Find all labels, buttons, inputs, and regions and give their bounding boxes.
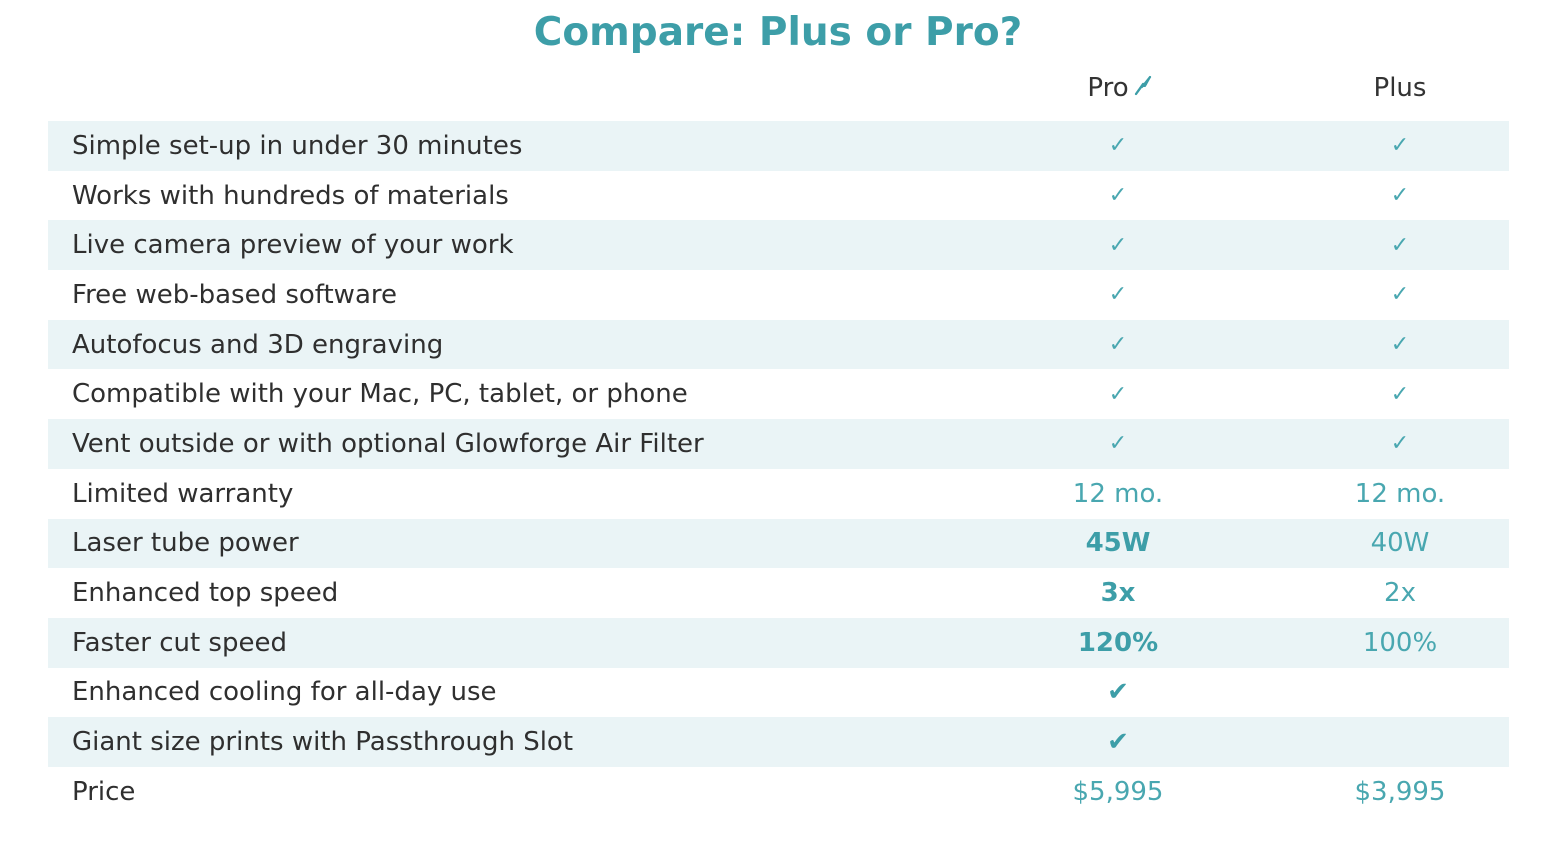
table-row: Limited warranty 12 mo. 12 mo. <box>48 469 1509 519</box>
pro-check-icon: ✓ <box>1108 183 1128 209</box>
table-row: Live camera preview of your work ✓ ✓ <box>48 220 1509 271</box>
feature-label: Laser tube power <box>72 528 299 559</box>
table-row: Autofocus and 3D engraving ✓ ✓ <box>48 319 1509 370</box>
table-row: Price $5,995 $3,995 <box>48 767 1509 817</box>
table-row: Enhanced top speed 3x 2x <box>48 568 1509 618</box>
comparison-table: Simple set-up in under 30 minutes ✓ ✓ Works… <box>48 121 1509 817</box>
table-row: Laser tube power 45W 40W <box>48 518 1509 569</box>
plus-value: 12 mo. <box>1354 478 1446 509</box>
pro-value: $5,995 <box>1072 776 1164 807</box>
feature-label: Price <box>72 776 136 807</box>
plus-check-icon: ✓ <box>1390 133 1410 159</box>
pro-value: 45W <box>1085 528 1151 559</box>
plus-check-icon: ✓ <box>1390 431 1410 457</box>
pro-check-icon: ✓ <box>1108 232 1128 258</box>
pro-check-icon: ✓ <box>1108 381 1128 407</box>
pro-value: 3x <box>1100 578 1136 609</box>
lightning-bolt-icon <box>1133 73 1153 103</box>
feature-label: Limited warranty <box>72 478 294 509</box>
feature-label: Faster cut speed <box>72 627 287 658</box>
table-row: Faster cut speed 120% 100% <box>48 617 1509 668</box>
pro-check-icon: ✓ <box>1108 431 1128 457</box>
feature-label: Giant size prints with Passthrough Slot <box>72 727 574 758</box>
table-row: Giant size prints with Passthrough Slot ✔ <box>48 717 1509 767</box>
plus-check-icon: ✓ <box>1390 183 1410 209</box>
feature-label: Autofocus and 3D engraving <box>72 329 444 360</box>
feature-label: Enhanced cooling for all-day use <box>72 677 497 708</box>
pro-check-icon: ✔ <box>1107 677 1129 708</box>
table-row: Simple set-up in under 30 minutes ✓ ✓ <box>48 121 1509 171</box>
column-header-pro: Pro <box>1040 70 1200 106</box>
table-row: Works with hundreds of materials ✓ ✓ <box>48 171 1509 221</box>
feature-label: Simple set-up in under 30 minutes <box>72 130 523 161</box>
plus-check-icon: ✓ <box>1390 232 1410 258</box>
plus-check-icon: ✓ <box>1390 381 1410 407</box>
table-row: Vent outside or with optional Glowforge … <box>48 419 1509 469</box>
feature-label: Enhanced top speed <box>72 578 339 609</box>
feature-label: Vent outside or with optional Glowforge … <box>72 428 704 459</box>
page-title: Compare: Plus or Pro? <box>533 10 1023 55</box>
feature-label: Works with hundreds of materials <box>72 180 509 211</box>
plus-check-icon: ✓ <box>1390 282 1410 308</box>
table-row: Enhanced cooling for all-day use ✔ <box>48 668 1509 718</box>
table-row: Free web-based software ✓ ✓ <box>48 270 1509 320</box>
pro-check-icon: ✓ <box>1108 133 1128 159</box>
pro-check-icon: ✔ <box>1107 727 1129 758</box>
pro-value: 120% <box>1077 627 1159 658</box>
plus-value: $3,995 <box>1354 776 1446 807</box>
pro-value: 12 mo. <box>1072 478 1164 509</box>
pro-check-icon: ✓ <box>1108 332 1128 358</box>
column-header-pro-label: Pro <box>1087 73 1129 103</box>
plus-value: 100% <box>1362 627 1438 658</box>
feature-label: Free web-based software <box>72 279 397 310</box>
pro-check-icon: ✓ <box>1108 282 1128 308</box>
table-row: Compatible with your Mac, PC, tablet, or… <box>48 369 1509 419</box>
plus-value: 2x <box>1384 578 1416 609</box>
plus-check-icon: ✓ <box>1390 332 1410 358</box>
plus-value: 40W <box>1370 528 1430 559</box>
column-header-plus: Plus <box>1373 73 1427 103</box>
feature-label: Live camera preview of your work <box>72 230 514 261</box>
feature-label: Compatible with your Mac, PC, tablet, or… <box>72 379 688 410</box>
